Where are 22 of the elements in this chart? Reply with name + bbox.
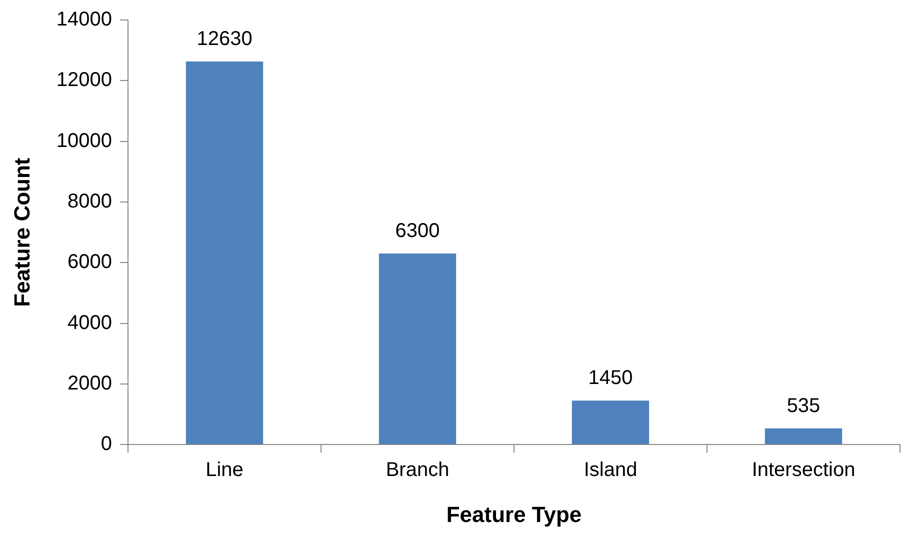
x-tick-label: Island bbox=[584, 459, 638, 482]
y-tick-label: 10000 bbox=[56, 130, 112, 152]
x-tick-label: Line bbox=[206, 459, 244, 482]
y-tick-label: 12000 bbox=[56, 69, 112, 92]
data-label: 6300 bbox=[395, 220, 440, 242]
x-axis-title: Feature Type bbox=[446, 502, 582, 527]
y-tick-label: 4000 bbox=[68, 312, 112, 334]
y-tick-label: 0 bbox=[100, 433, 112, 456]
data-label: 535 bbox=[786, 394, 820, 417]
x-tick-label: Intersection bbox=[752, 459, 856, 482]
x-tick-label: Branch bbox=[386, 459, 450, 482]
bar bbox=[764, 428, 842, 444]
bar bbox=[186, 62, 264, 444]
y-tick-label: 2000 bbox=[68, 372, 112, 394]
data-label: 1450 bbox=[588, 367, 633, 390]
data-label: 12630 bbox=[196, 28, 252, 50]
y-axis-title: Feature Count bbox=[9, 157, 34, 307]
bar bbox=[572, 400, 650, 444]
y-tick-label: 14000 bbox=[56, 8, 112, 31]
bar bbox=[378, 254, 456, 444]
y-tick-label: 6000 bbox=[68, 251, 112, 274]
y-tick-label: 8000 bbox=[68, 190, 112, 212]
